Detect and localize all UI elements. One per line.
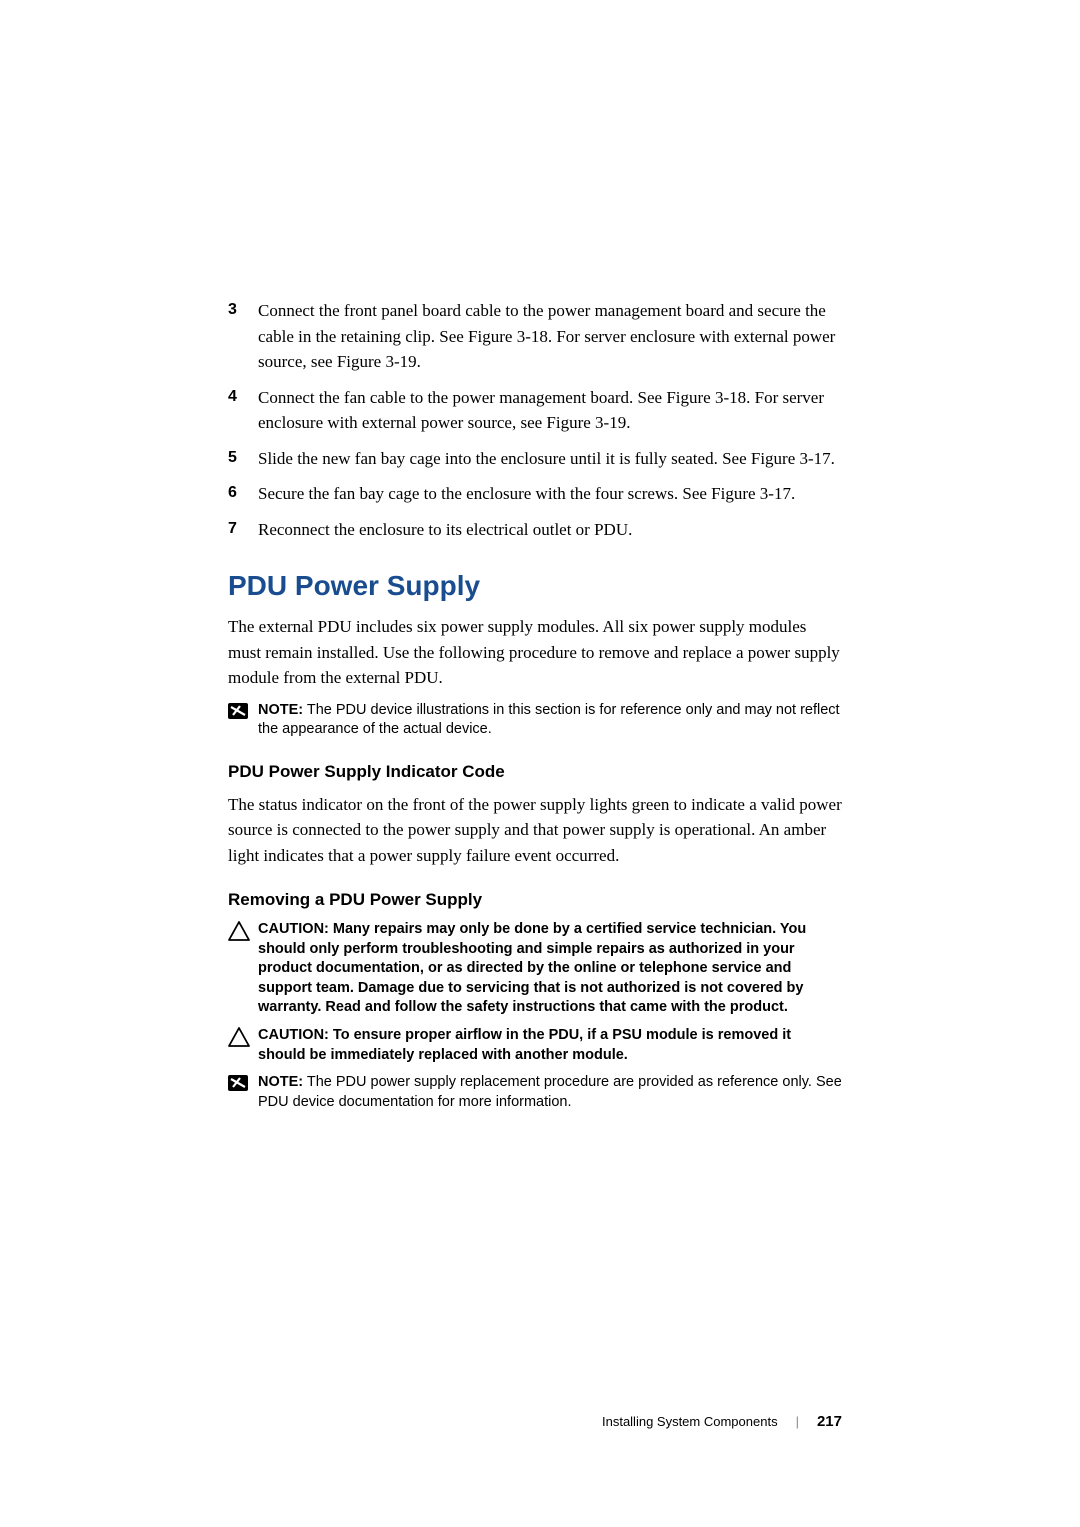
step-text: Connect the front panel board cable to t… [258,298,842,375]
note-2: NOTE: The PDU power supply replacement p… [228,1073,842,1112]
step-text: Secure the fan bay cage to the enclosure… [258,481,842,507]
footer-section: Installing System Components [602,1414,778,1429]
caution-text: CAUTION: Many repairs may only be done b… [252,920,842,1018]
caution-label: CAUTION: [258,1027,329,1043]
step-number: 3 [228,298,258,375]
caution-text: CAUTION: To ensure proper airflow in the… [252,1026,842,1065]
step-number: 6 [228,481,258,507]
caution-body: To ensure proper airflow in the PDU, if … [258,1027,791,1063]
indicator-paragraph: The status indicator on the front of the… [228,792,842,869]
heading-removing-psu: Removing a PDU Power Supply [228,890,842,910]
step-text: Slide the new fan bay cage into the encl… [258,446,842,472]
note-label: NOTE: [258,702,303,718]
note-1: NOTE: The PDU device illustrations in th… [228,701,842,740]
note-icon [228,1073,252,1099]
note-icon [228,701,252,727]
caution-icon [228,920,252,948]
step-3: 3 Connect the front panel board cable to… [228,298,842,375]
step-text: Connect the fan cable to the power manag… [258,385,842,436]
step-number: 5 [228,446,258,472]
caution-2: CAUTION: To ensure proper airflow in the… [228,1026,842,1065]
step-4: 4 Connect the fan cable to the power man… [228,385,842,436]
note-text: NOTE: The PDU power supply replacement p… [252,1073,842,1112]
page-content: 3 Connect the front panel board cable to… [228,298,842,1120]
caution-body: Many repairs may only be done by a certi… [258,921,806,1015]
footer-separator: | [796,1414,799,1429]
step-7: 7 Reconnect the enclosure to its electri… [228,517,842,543]
caution-icon [228,1026,252,1054]
note-body: The PDU power supply replacement procedu… [258,1074,842,1110]
heading-pdu-power-supply: PDU Power Supply [228,570,842,602]
step-number: 7 [228,517,258,543]
note-text: NOTE: The PDU device illustrations in th… [252,701,842,740]
step-text: Reconnect the enclosure to its electrica… [258,517,842,543]
heading-indicator-code: PDU Power Supply Indicator Code [228,762,842,782]
caution-label: CAUTION: [258,921,329,937]
note-body: The PDU device illustrations in this sec… [258,702,840,738]
step-6: 6 Secure the fan bay cage to the enclosu… [228,481,842,507]
step-number: 4 [228,385,258,436]
step-5: 5 Slide the new fan bay cage into the en… [228,446,842,472]
page-footer: Installing System Components | 217 [602,1413,842,1430]
note-label: NOTE: [258,1074,303,1090]
intro-paragraph: The external PDU includes six power supp… [228,614,842,691]
footer-page-number: 217 [817,1413,842,1430]
caution-1: CAUTION: Many repairs may only be done b… [228,920,842,1018]
